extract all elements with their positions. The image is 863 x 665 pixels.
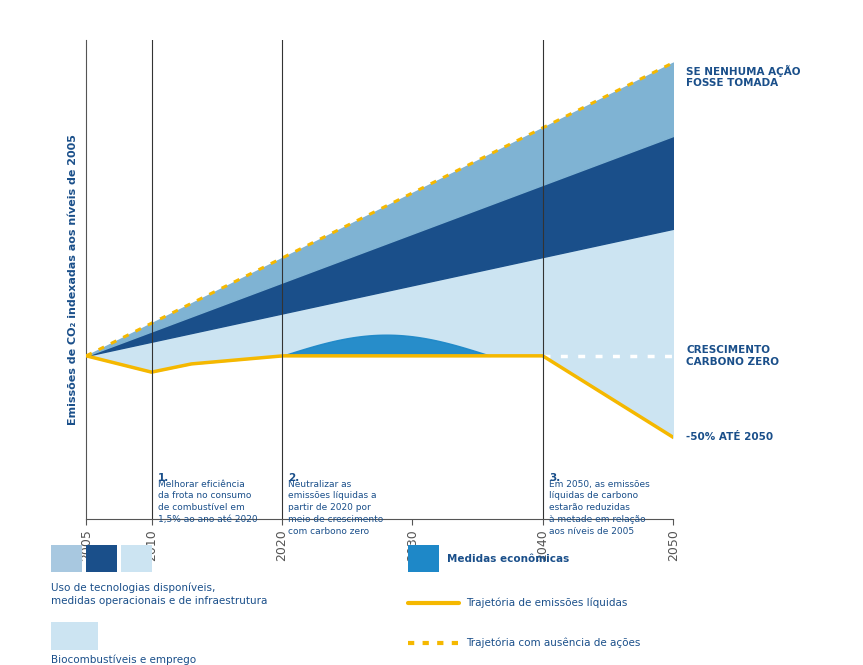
Text: CRESCIMENTO
CARBONO ZERO: CRESCIMENTO CARBONO ZERO [686,345,779,366]
Text: Trajetória de emissões líquidas: Trajetória de emissões líquidas [466,598,627,608]
Text: Uso de tecnologias disponíveis,
medidas operacionais e de infraestrutura: Uso de tecnologias disponíveis, medidas … [51,583,268,606]
Text: 3.: 3. [549,473,560,483]
Text: Em 2050, as emissões
líquidas de carbono
estarão reduzidas
à metade em relação
a: Em 2050, as emissões líquidas de carbono… [549,479,650,536]
Bar [85,545,117,573]
Text: SE NENHUMA AÇÃO
FOSSE TOMADA: SE NENHUMA AÇÃO FOSSE TOMADA [686,65,801,88]
Text: Melhorar eficiência
da frota no consumo
de combustível em
1,5% ao ano até 2020: Melhorar eficiência da frota no consumo … [158,479,258,524]
Text: 2.: 2. [288,473,299,483]
Text: 1.: 1. [158,473,169,483]
Text: Medidas econômicas: Medidas econômicas [447,553,570,563]
Text: Trajetória com ausência de ações: Trajetória com ausência de ações [466,638,641,648]
Bar [51,622,98,650]
Bar [121,545,152,573]
Bar [408,545,439,573]
Text: Neutralizar as
emissões líquidas a
partir de 2020 por
meio de crescimento
com ca: Neutralizar as emissões líquidas a parti… [288,479,384,536]
Text: Biocombustíveis e emprego
de tecnologias de nova geração: Biocombustíveis e emprego de tecnologias… [51,654,217,665]
Bar [51,545,82,573]
Text: -50% ATÉ 2050: -50% ATÉ 2050 [686,432,773,442]
Y-axis label: Emissões de CO₂ indexadas aos níveis de 2005: Emissões de CO₂ indexadas aos níveis de … [68,134,78,425]
